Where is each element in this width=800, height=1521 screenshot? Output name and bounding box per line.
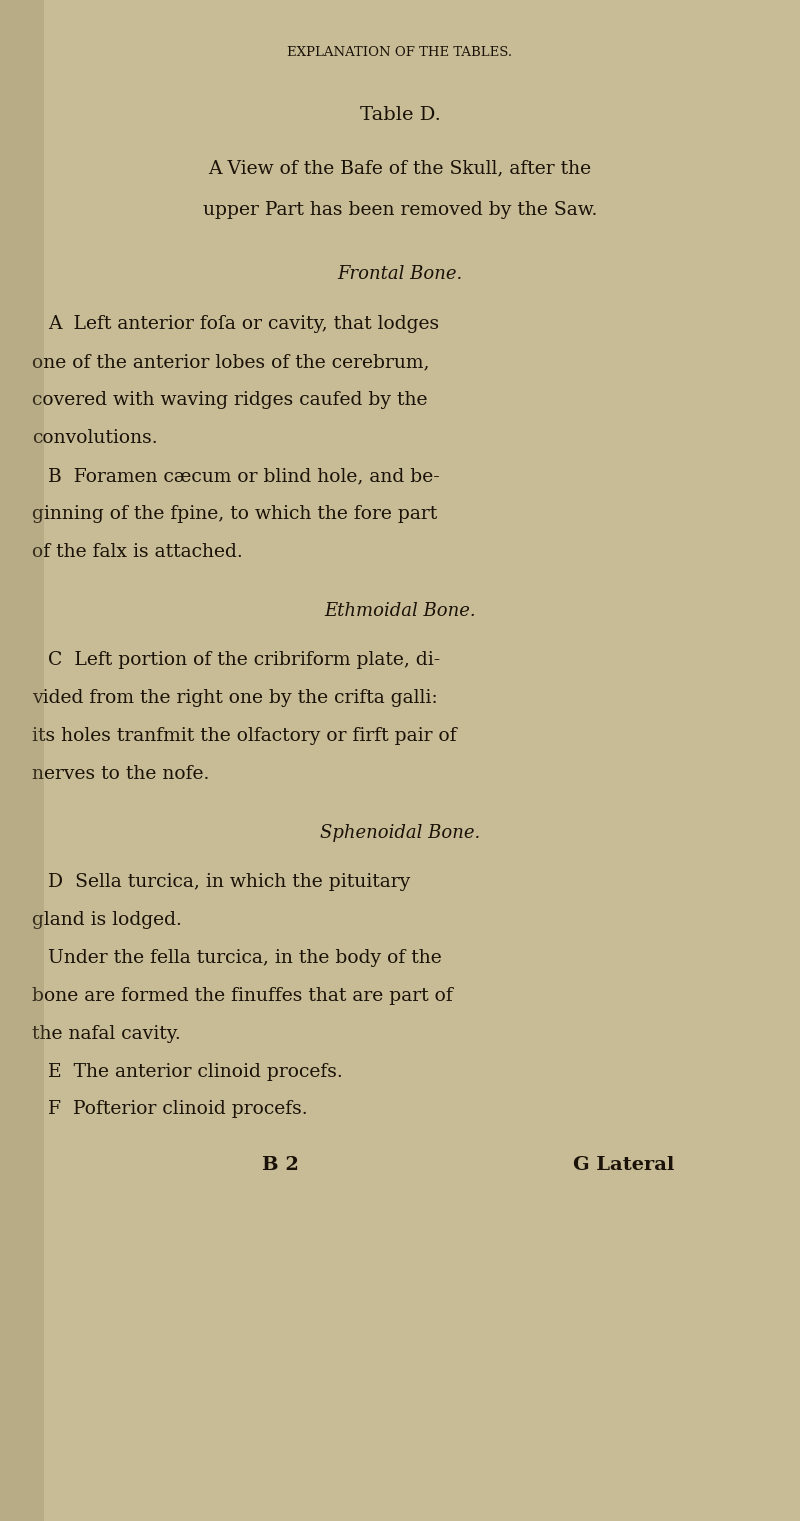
- Text: D  Sella turcica, in which the pituitary: D Sella turcica, in which the pituitary: [48, 873, 410, 891]
- Text: ginning of the fpine, to which the fore part: ginning of the fpine, to which the fore …: [32, 505, 438, 523]
- Text: one of the anterior lobes of the cerebrum,: one of the anterior lobes of the cerebru…: [32, 353, 430, 371]
- Text: nerves to the nofe.: nerves to the nofe.: [32, 765, 210, 783]
- Text: covered with waving ridges caufed by the: covered with waving ridges caufed by the: [32, 391, 427, 409]
- Text: vided from the right one by the crifta galli:: vided from the right one by the crifta g…: [32, 689, 438, 707]
- Text: B 2: B 2: [262, 1156, 298, 1174]
- Text: B  Foramen cæcum or blind hole, and be-: B Foramen cæcum or blind hole, and be-: [48, 467, 440, 485]
- Text: EXPLANATION OF THE TABLES.: EXPLANATION OF THE TABLES.: [287, 46, 513, 59]
- Text: G Lateral: G Lateral: [574, 1156, 674, 1174]
- Text: Ethmoidal Bone.: Ethmoidal Bone.: [324, 602, 476, 621]
- Text: E  The anterior clinoid procefs.: E The anterior clinoid procefs.: [48, 1063, 342, 1081]
- Text: convolutions.: convolutions.: [32, 429, 158, 447]
- Text: Sphenoidal Bone.: Sphenoidal Bone.: [320, 824, 480, 843]
- Text: C  Left portion of the cribriform plate, di-: C Left portion of the cribriform plate, …: [48, 651, 440, 669]
- Text: A View of the Bafe of the Skull, after the: A View of the Bafe of the Skull, after t…: [209, 160, 591, 178]
- Text: F  Pofterior clinoid procefs.: F Pofterior clinoid procefs.: [48, 1100, 308, 1118]
- Text: Table D.: Table D.: [359, 106, 441, 125]
- Text: bone are formed the finuffes that are part of: bone are formed the finuffes that are pa…: [32, 987, 453, 1005]
- Text: Under the fella turcica, in the body of the: Under the fella turcica, in the body of …: [48, 949, 442, 967]
- Text: of the falx is attached.: of the falx is attached.: [32, 543, 242, 561]
- Text: upper Part has been removed by the Saw.: upper Part has been removed by the Saw.: [203, 201, 597, 219]
- Text: gland is lodged.: gland is lodged.: [32, 911, 182, 929]
- Text: Frontal Bone.: Frontal Bone.: [338, 265, 462, 283]
- Text: A  Left anterior foſa or cavity, that lodges: A Left anterior foſa or cavity, that lod…: [48, 315, 439, 333]
- Text: its holes tranfmit the olfactory or firft pair of: its holes tranfmit the olfactory or firf…: [32, 727, 457, 745]
- Bar: [0, 0, 44, 1521]
- Text: the nafal cavity.: the nafal cavity.: [32, 1025, 181, 1043]
